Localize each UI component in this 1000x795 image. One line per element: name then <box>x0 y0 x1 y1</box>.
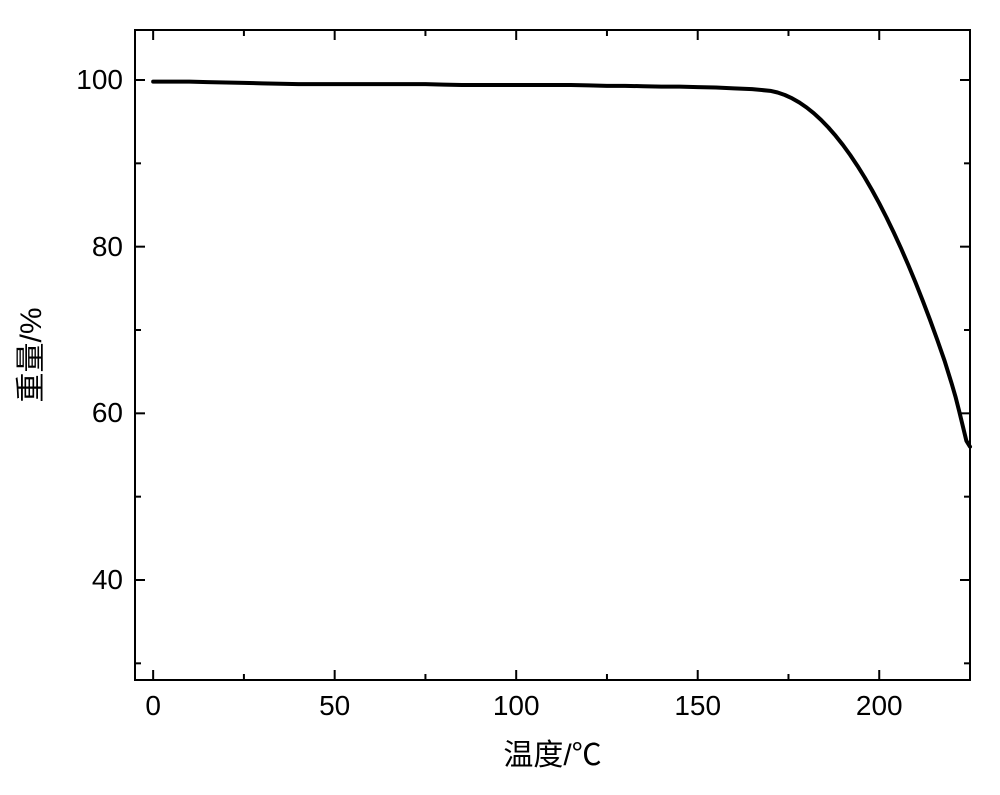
x-tick-label: 0 <box>145 690 161 722</box>
y-tick-label: 60 <box>92 397 123 429</box>
y-tick-label: 40 <box>92 564 123 596</box>
y-tick-label: 80 <box>92 231 123 263</box>
y-axis-title: 重量/% <box>6 307 50 402</box>
x-tick-label: 150 <box>674 690 721 722</box>
x-axis-title: 温度/℃ <box>503 730 601 774</box>
tga-chart: 重量/% 温度/℃ 0 50 100 150 200 40 60 80 100 <box>0 0 1000 790</box>
chart-svg <box>0 0 1000 790</box>
x-tick-label: 100 <box>493 690 540 722</box>
x-tick-label: 200 <box>856 690 903 722</box>
x-tick-label: 50 <box>319 690 350 722</box>
y-tick-label: 100 <box>76 64 123 96</box>
